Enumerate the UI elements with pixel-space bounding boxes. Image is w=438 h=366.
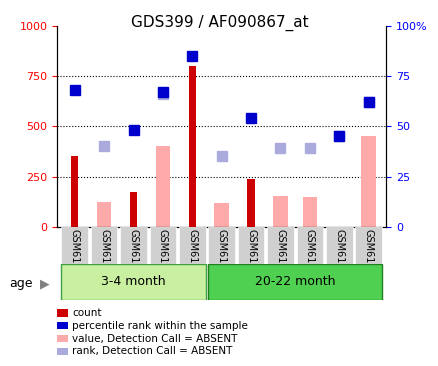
FancyBboxPatch shape bbox=[208, 227, 234, 264]
Text: GSM6178: GSM6178 bbox=[187, 229, 197, 276]
Bar bbox=[360, 136, 375, 227]
Text: GSM6177: GSM6177 bbox=[158, 229, 167, 276]
Text: GSM6174: GSM6174 bbox=[70, 229, 80, 276]
Bar bbox=[302, 197, 316, 227]
FancyBboxPatch shape bbox=[61, 264, 205, 300]
Text: value, Detection Call = ABSENT: value, Detection Call = ABSENT bbox=[72, 333, 237, 344]
Text: rank, Detection Call = ABSENT: rank, Detection Call = ABSENT bbox=[72, 346, 232, 356]
Text: ▶: ▶ bbox=[39, 277, 49, 290]
Text: GDS399 / AF090867_at: GDS399 / AF090867_at bbox=[131, 15, 307, 31]
FancyBboxPatch shape bbox=[61, 227, 88, 264]
FancyBboxPatch shape bbox=[267, 227, 293, 264]
FancyBboxPatch shape bbox=[237, 227, 264, 264]
Text: percentile rank within the sample: percentile rank within the sample bbox=[72, 321, 248, 331]
Text: GSM6173: GSM6173 bbox=[363, 229, 373, 276]
FancyBboxPatch shape bbox=[149, 227, 176, 264]
Text: GSM6170: GSM6170 bbox=[275, 229, 285, 276]
Text: age: age bbox=[9, 277, 32, 290]
FancyBboxPatch shape bbox=[91, 227, 117, 264]
Text: GSM6171: GSM6171 bbox=[304, 229, 314, 276]
Text: count: count bbox=[72, 308, 102, 318]
FancyBboxPatch shape bbox=[179, 227, 205, 264]
FancyBboxPatch shape bbox=[296, 227, 322, 264]
FancyBboxPatch shape bbox=[325, 227, 352, 264]
Bar bbox=[71, 156, 78, 227]
FancyBboxPatch shape bbox=[355, 227, 381, 264]
Bar bbox=[155, 146, 170, 227]
Text: GSM6169: GSM6169 bbox=[246, 229, 255, 275]
Text: GSM6175: GSM6175 bbox=[99, 229, 109, 276]
Bar bbox=[130, 192, 137, 227]
Bar bbox=[188, 66, 195, 227]
Text: GSM6168: GSM6168 bbox=[216, 229, 226, 275]
Bar bbox=[247, 179, 254, 227]
Text: GSM6176: GSM6176 bbox=[128, 229, 138, 276]
Bar bbox=[214, 203, 228, 227]
Bar bbox=[273, 196, 287, 227]
FancyBboxPatch shape bbox=[120, 227, 146, 264]
Bar bbox=[97, 202, 111, 227]
Text: 3-4 month: 3-4 month bbox=[101, 275, 166, 288]
FancyBboxPatch shape bbox=[208, 264, 381, 300]
Text: GSM6172: GSM6172 bbox=[333, 229, 343, 276]
Text: 20-22 month: 20-22 month bbox=[254, 275, 335, 288]
